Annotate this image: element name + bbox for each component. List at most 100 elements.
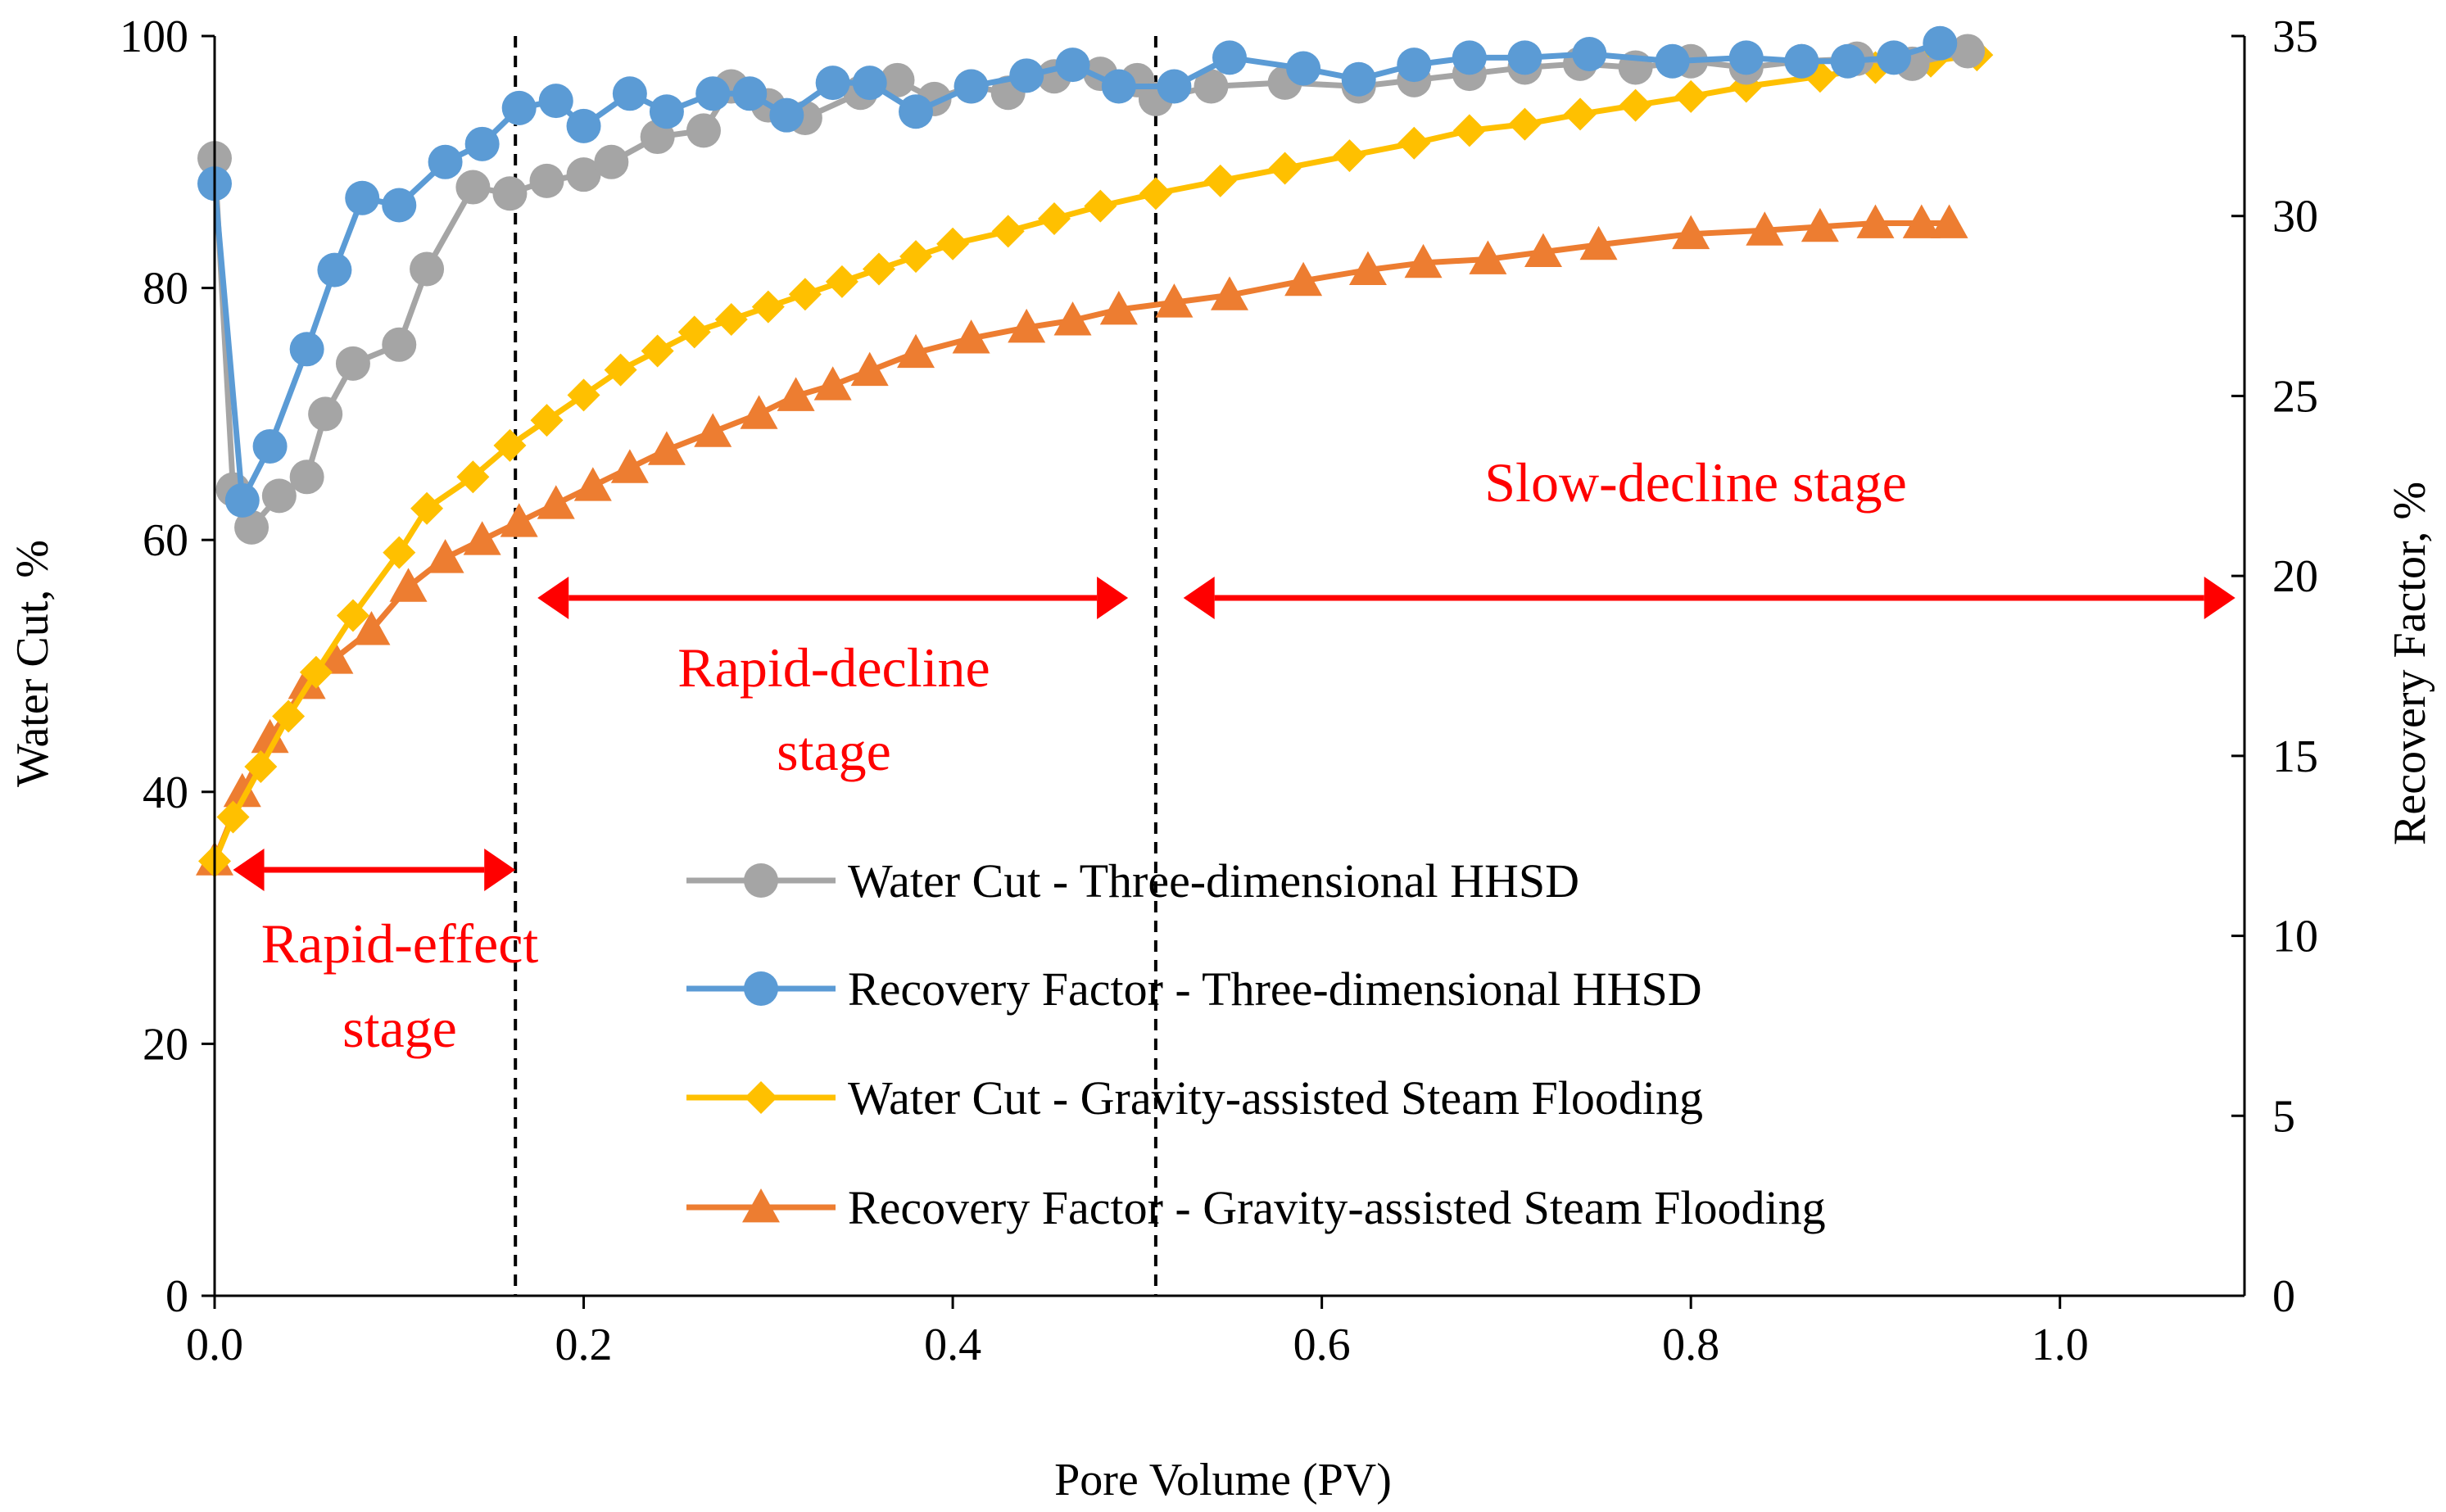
data-point — [788, 278, 822, 311]
data-point — [428, 144, 463, 179]
legend-label: Recovery Factor - Gravity-assisted Steam… — [848, 1181, 1826, 1234]
data-point — [216, 800, 250, 834]
data-point — [1333, 139, 1366, 173]
data-point — [991, 215, 1025, 248]
y-axis-right-title: Recovery Factor, % — [2385, 482, 2435, 845]
data-point — [538, 84, 573, 119]
x-tick-label: 0.0 — [186, 1320, 243, 1370]
y-tick-label: 0 — [165, 1271, 188, 1322]
data-point — [751, 290, 785, 324]
y2-tick-label: 10 — [2272, 912, 2318, 962]
data-point — [567, 378, 600, 412]
data-point — [1655, 43, 1690, 79]
data-point — [1009, 58, 1044, 93]
data-point — [1801, 207, 1839, 242]
x-tick-label: 0.6 — [1293, 1320, 1351, 1370]
data-point — [1579, 225, 1618, 260]
data-point — [530, 404, 564, 437]
y2-tick-label: 25 — [2272, 371, 2318, 422]
x-tick-label: 0.8 — [1662, 1320, 1719, 1370]
data-point — [1212, 40, 1247, 75]
data-point — [1619, 88, 1652, 122]
data-point — [1155, 283, 1194, 318]
x-tick-label: 0.2 — [555, 1320, 613, 1370]
stage-arrow-head-left — [233, 849, 265, 891]
data-point — [1008, 308, 1046, 343]
data-point — [1784, 43, 1819, 79]
data-point — [647, 431, 686, 465]
data-point — [899, 94, 934, 129]
data-point — [500, 503, 538, 537]
data-point — [1053, 301, 1092, 336]
x-axis-title: Pore Volume (PV) — [1054, 1455, 1392, 1505]
data-point — [1397, 48, 1432, 83]
data-point — [308, 396, 343, 432]
data-point — [1452, 40, 1487, 75]
annotation-slow-decline: Slow-decline stage — [1183, 451, 2235, 619]
data-point — [677, 315, 711, 349]
data-point — [1203, 164, 1237, 197]
data-point — [1286, 51, 1321, 86]
stage-arrow-head-right — [484, 849, 516, 891]
data-point — [382, 327, 417, 362]
data-point — [815, 66, 850, 101]
data-point — [1859, 51, 1892, 84]
data-point — [410, 491, 444, 525]
data-point — [382, 188, 417, 223]
data-point — [1524, 233, 1562, 268]
stage-label: stage — [777, 720, 891, 782]
data-point — [336, 599, 369, 632]
stage-label: Rapid-effect — [261, 912, 539, 975]
data-point — [389, 568, 428, 602]
data-point — [1037, 202, 1071, 236]
data-point — [261, 478, 297, 514]
data-point — [1876, 40, 1911, 75]
series-4 — [196, 204, 1968, 876]
data-point — [1397, 126, 1431, 160]
data-point — [566, 108, 601, 143]
legend-item: Water Cut - Gravity-assisted Steam Flood… — [686, 1071, 1703, 1125]
data-point — [604, 353, 637, 387]
y2-tick-label: 35 — [2272, 11, 2318, 62]
data-point — [272, 699, 306, 733]
data-point — [317, 252, 352, 287]
data-point — [383, 536, 416, 569]
data-point — [1746, 211, 1784, 246]
data-point — [612, 76, 647, 111]
y2-tick-label: 30 — [2272, 192, 2318, 242]
data-point — [1099, 290, 1138, 325]
y-tick-label: 40 — [143, 767, 188, 818]
data-point — [1101, 69, 1136, 104]
data-point — [289, 332, 324, 367]
data-point — [493, 428, 527, 462]
legend-swatch-marker — [744, 863, 778, 898]
stage-annotations: Rapid-effect stage Rapid-decline stage Slow-… — [233, 451, 2235, 1059]
data-point — [492, 176, 528, 211]
stage-label: Rapid-decline — [677, 636, 990, 699]
y-tick-label: 80 — [143, 264, 188, 315]
y-tick-label: 100 — [120, 11, 188, 62]
data-point — [234, 509, 270, 545]
data-point — [1348, 251, 1387, 286]
data-point — [566, 157, 601, 192]
data-point — [1950, 34, 1986, 69]
y2-tick-label: 0 — [2272, 1271, 2295, 1322]
stage-arrow-head-right — [1097, 577, 1129, 619]
legend-item: Recovery Factor - Three-dimensional HHSD — [686, 962, 1702, 1016]
data-point — [777, 377, 815, 411]
data-point — [1830, 43, 1865, 79]
data-point — [1572, 36, 1607, 71]
data-point — [1211, 276, 1248, 310]
legend-item: Water Cut - Three-dimensional HHSD — [686, 854, 1579, 908]
data-point — [1564, 97, 1597, 131]
data-point — [953, 69, 989, 104]
stage-label: Slow-decline stage — [1484, 451, 1907, 514]
annotation-rapid-effect: Rapid-effect stage — [233, 849, 539, 1059]
stage-label: stage — [342, 997, 457, 1059]
data-point — [252, 428, 288, 464]
data-point — [289, 459, 324, 495]
data-point — [1672, 215, 1710, 250]
data-point — [1930, 204, 1968, 238]
stage-dividers — [514, 36, 1157, 1296]
